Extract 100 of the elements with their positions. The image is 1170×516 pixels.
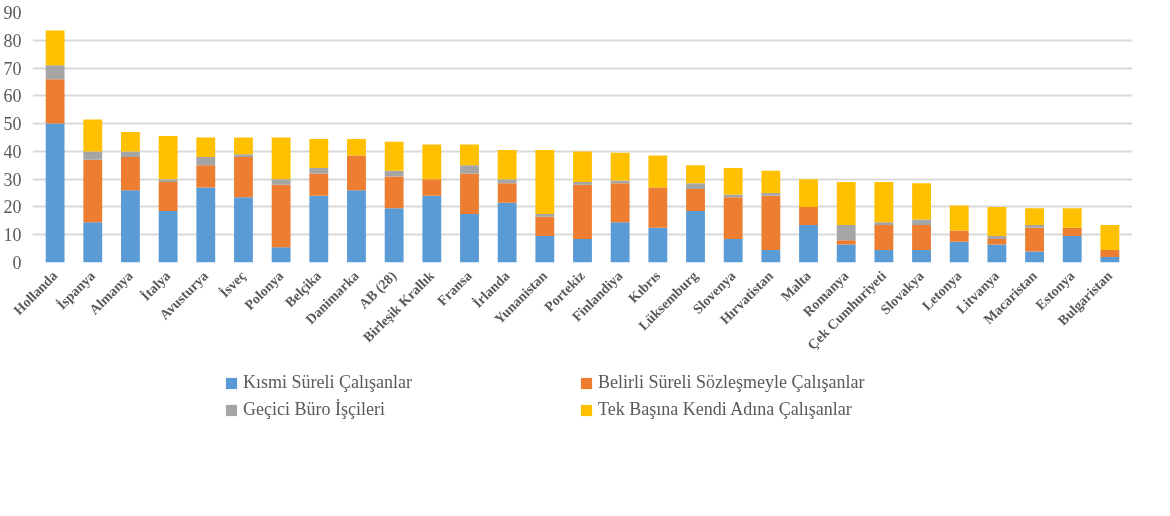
bar xyxy=(610,152,630,181)
bar xyxy=(949,230,969,242)
bar xyxy=(1062,208,1082,228)
bar xyxy=(949,241,969,263)
bar xyxy=(271,179,291,185)
bar xyxy=(723,168,743,195)
bar xyxy=(912,183,931,220)
bar xyxy=(573,151,592,182)
bar xyxy=(799,206,818,225)
bar xyxy=(460,165,479,174)
bar xyxy=(723,197,743,239)
legend-label: Belirli Süreli Sözleşmeyle Çalışanlar xyxy=(598,372,866,393)
bar xyxy=(686,165,705,184)
bar xyxy=(535,150,555,214)
bar xyxy=(1062,227,1082,237)
bar xyxy=(309,138,329,169)
bar xyxy=(234,156,253,198)
y-tick-label: 40 xyxy=(3,141,22,162)
bar xyxy=(121,131,140,152)
bar xyxy=(1025,227,1044,252)
bar xyxy=(1100,250,1120,257)
bar xyxy=(309,168,329,174)
legend-label: Kısmi Süreli Çalışanlar xyxy=(243,372,413,393)
bar xyxy=(234,197,253,263)
bar xyxy=(83,119,103,152)
bar xyxy=(836,225,856,241)
bar xyxy=(384,208,404,263)
bar xyxy=(1100,256,1120,263)
bar xyxy=(686,188,705,212)
bar xyxy=(347,138,366,156)
bar xyxy=(121,156,140,191)
bar xyxy=(761,193,781,196)
y-tick-label: 80 xyxy=(3,30,22,51)
bar xyxy=(422,144,442,180)
bar xyxy=(309,173,329,196)
bar xyxy=(196,165,216,188)
bar xyxy=(460,144,479,166)
bar xyxy=(196,137,216,157)
bar xyxy=(271,137,291,180)
bar xyxy=(460,213,479,263)
bar xyxy=(723,238,743,263)
bar xyxy=(535,216,555,237)
bar xyxy=(1025,208,1044,225)
bar xyxy=(460,173,479,214)
bar xyxy=(158,181,178,212)
bar xyxy=(158,211,178,263)
bar xyxy=(384,176,404,209)
bar xyxy=(45,79,65,124)
y-tick-label: 20 xyxy=(3,197,22,218)
bar xyxy=(158,136,178,180)
bar xyxy=(610,222,630,263)
y-tick-label: 30 xyxy=(3,169,22,190)
bar xyxy=(573,184,592,239)
bar xyxy=(987,238,1007,245)
bar xyxy=(196,156,216,166)
bar xyxy=(347,190,366,263)
bar xyxy=(874,181,894,223)
y-tick-label: 60 xyxy=(3,86,22,107)
bar xyxy=(949,205,969,231)
bar xyxy=(761,250,781,263)
bar xyxy=(912,219,931,225)
y-tick-label: 70 xyxy=(3,58,22,79)
bar xyxy=(686,183,705,189)
bar xyxy=(1062,236,1082,263)
bar xyxy=(196,187,216,263)
bar xyxy=(497,202,517,263)
bar xyxy=(83,159,103,223)
bar xyxy=(535,213,555,217)
bar xyxy=(422,179,442,196)
bar xyxy=(987,236,1007,239)
bar xyxy=(83,151,103,160)
bar xyxy=(83,222,103,263)
y-tick-label: 90 xyxy=(3,3,22,23)
bar xyxy=(121,190,140,263)
y-tick-label: 50 xyxy=(3,114,22,135)
bar xyxy=(836,244,856,263)
y-tick-label: 0 xyxy=(12,253,22,273)
bar xyxy=(384,170,404,177)
bar xyxy=(912,225,931,250)
bar xyxy=(347,155,366,191)
bar xyxy=(648,187,668,228)
bar xyxy=(234,137,253,155)
bar xyxy=(723,194,743,198)
bar xyxy=(422,195,442,263)
bar xyxy=(535,236,555,263)
bar xyxy=(309,195,329,263)
legend-label: Geçici Büro İşçileri xyxy=(243,399,386,420)
bar xyxy=(497,183,517,203)
bar xyxy=(45,30,65,66)
bar xyxy=(874,250,894,263)
bar xyxy=(836,240,856,245)
bar xyxy=(384,141,404,171)
bar xyxy=(648,155,668,188)
bar xyxy=(874,225,894,250)
bar xyxy=(686,211,705,263)
bar xyxy=(799,179,818,207)
bar xyxy=(1025,251,1044,263)
bar xyxy=(987,244,1007,263)
bar xyxy=(497,179,517,184)
bar xyxy=(497,150,517,180)
